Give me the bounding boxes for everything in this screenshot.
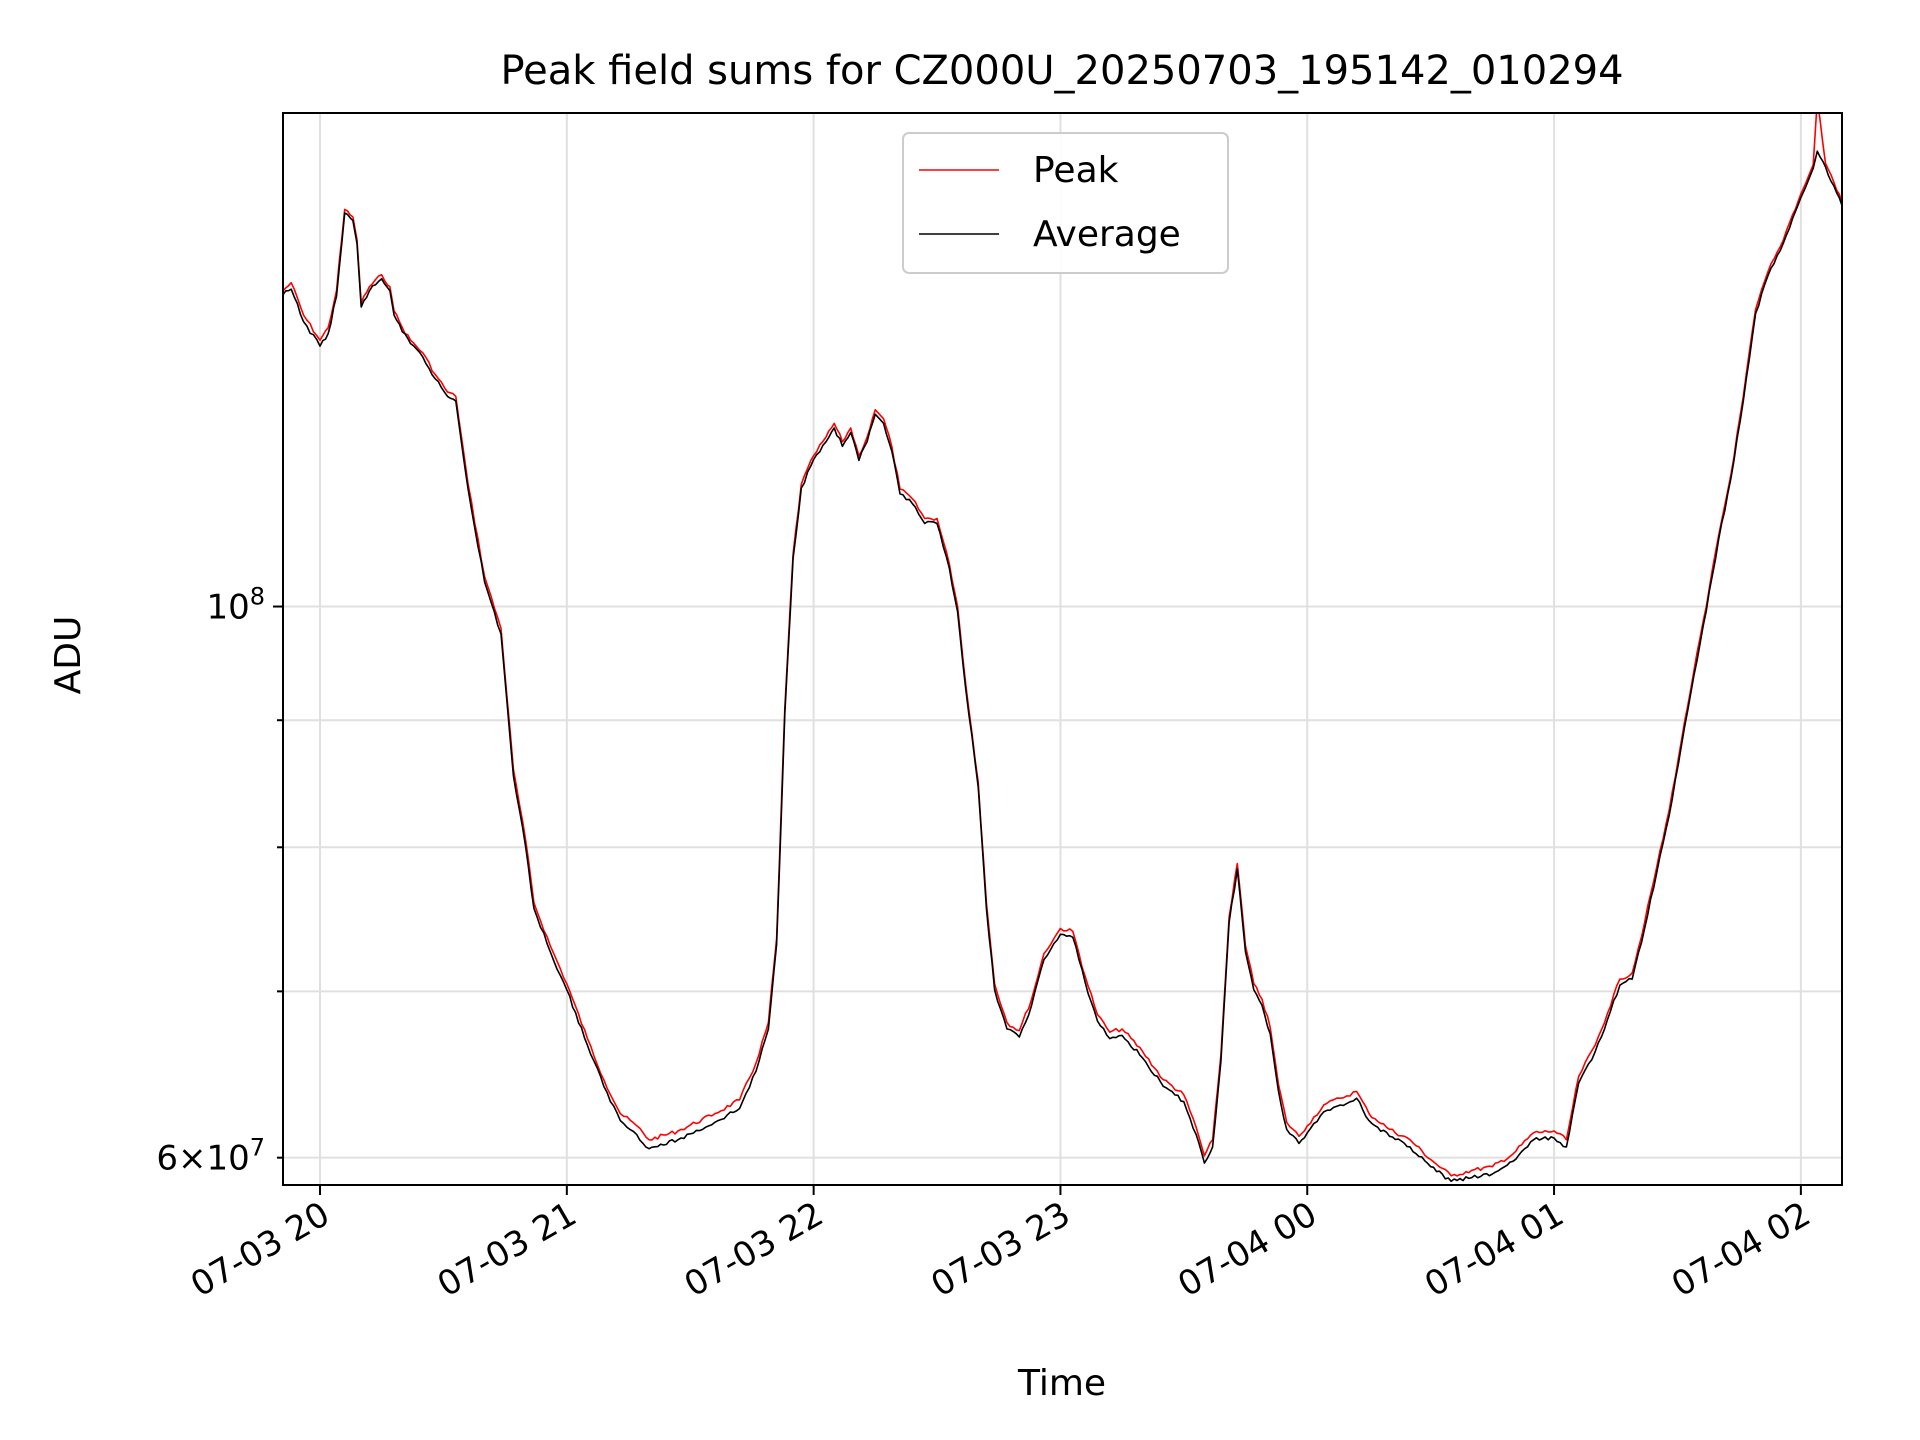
y-tick-label-minor: 6×107 [156,1134,265,1179]
y-tick-label-major: 108 [206,583,265,628]
x-axis-label: Time [1017,1363,1106,1404]
series-lines [283,113,1842,1183]
series-line-peak [283,113,1842,1177]
legend-label-peak: Peak [1033,150,1119,191]
legend-label-average: Average [1033,214,1181,255]
legend: Peak Average [902,132,1229,274]
grid [283,113,1842,1185]
legend-box [902,132,1229,274]
plot-frame [282,112,1843,1186]
y-axis-label: ADU [48,616,89,695]
chart-title: Peak field sums for CZ000U_20250703_1951… [500,48,1623,94]
series-line-average [283,150,1842,1183]
